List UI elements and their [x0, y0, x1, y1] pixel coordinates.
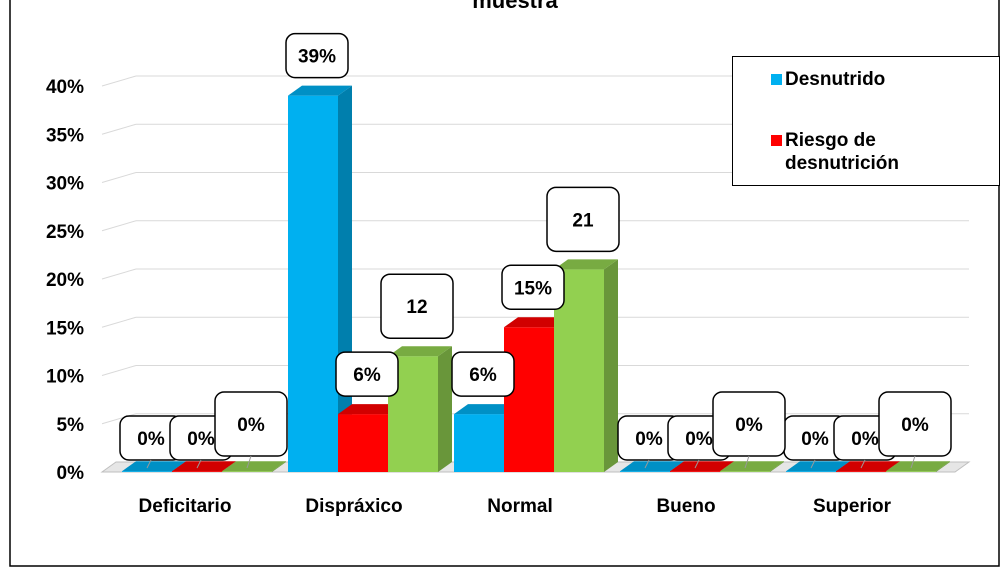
x-tick-label: Dispráxico — [305, 496, 402, 517]
bar-top — [836, 461, 900, 472]
gridline-depth — [101, 123, 137, 135]
y-tick-label: 15% — [46, 318, 84, 339]
y-tick-label: 20% — [46, 270, 84, 291]
bar — [886, 471, 936, 472]
y-tick-label: 5% — [57, 415, 85, 436]
bar-top — [172, 461, 236, 472]
data-label: 0% — [187, 429, 215, 450]
bar-top — [720, 461, 784, 472]
data-label-leader — [860, 459, 866, 469]
bar — [786, 471, 836, 472]
y-tick-label: 25% — [46, 222, 84, 243]
gridline-depth — [101, 220, 137, 232]
y-tick-label: 30% — [46, 174, 84, 195]
legend-item-desnutrido: Desnutrido — [771, 68, 886, 91]
data-label-box — [285, 32, 349, 79]
bar — [338, 414, 388, 472]
data-label: 0% — [237, 415, 265, 436]
legend: Desnutrido Riesgo de desnutrición — [732, 56, 1000, 186]
bar — [670, 471, 720, 472]
data-label: 15% — [514, 278, 552, 299]
bar-top — [504, 317, 568, 328]
legend-label-riesgo: Riesgo de desnutrición — [785, 130, 900, 174]
data-label-leader — [644, 459, 650, 469]
data-label-box — [451, 351, 515, 397]
data-label: 0% — [137, 429, 165, 450]
y-tick-label: 40% — [46, 77, 84, 98]
data-label: 6% — [469, 365, 497, 386]
gridline-depth — [101, 316, 137, 328]
data-label: 0% — [635, 429, 663, 450]
data-label-box — [546, 186, 620, 253]
data-label-leader — [146, 459, 152, 469]
data-label: 6% — [353, 365, 381, 386]
data-label-leader — [810, 459, 816, 469]
bar-top — [454, 404, 518, 415]
bar-top — [222, 461, 286, 472]
data-label: 0% — [851, 429, 879, 450]
legend-swatch-desnutrido — [771, 74, 782, 85]
data-label: 21 — [572, 210, 594, 231]
bar — [288, 95, 338, 473]
bar-side — [770, 461, 784, 472]
bar — [454, 414, 504, 472]
gridline-depth — [101, 75, 137, 87]
gridline-depth — [101, 172, 137, 183]
data-label-box — [501, 264, 565, 310]
bar — [172, 471, 222, 472]
bar — [222, 471, 272, 472]
y-tick-label: 35% — [46, 125, 84, 146]
bar — [836, 471, 886, 472]
bar — [720, 471, 770, 472]
x-tick-label: Bueno — [656, 496, 715, 517]
bar — [620, 471, 670, 472]
data-label-leader — [910, 455, 916, 469]
x-tick-label: Superior — [813, 496, 892, 517]
y-tick-label: 0% — [57, 463, 85, 484]
data-label-leader — [246, 455, 252, 469]
y-tick-label: 10% — [46, 367, 84, 388]
bar-side — [604, 259, 618, 472]
bar-top — [670, 461, 734, 472]
bar — [504, 327, 554, 472]
data-label: 0% — [685, 429, 713, 450]
data-label-box — [380, 273, 454, 339]
bar-top — [288, 85, 352, 96]
bar — [122, 471, 172, 472]
bar-top — [786, 461, 850, 472]
data-label-box — [335, 351, 399, 397]
data-label: 12 — [406, 297, 427, 318]
data-label: 0% — [801, 429, 829, 450]
legend-item-riesgo: Riesgo de desnutrición — [771, 129, 945, 175]
gridline-depth — [101, 268, 137, 280]
data-label-leader — [694, 459, 700, 469]
bar-top — [388, 346, 452, 357]
legend-label-desnutrido: Desnutrido — [785, 69, 886, 90]
bar-top — [122, 461, 186, 472]
bar-top — [554, 259, 618, 270]
bar-top — [886, 461, 950, 472]
data-label: 0% — [735, 415, 763, 436]
data-label: 0% — [901, 415, 929, 436]
bar-side — [936, 461, 950, 472]
chart-title: muestra — [472, 0, 558, 13]
gridline-depth — [101, 365, 137, 376]
bar-top — [620, 461, 684, 472]
x-tick-label: Normal — [487, 496, 552, 517]
bar-top — [338, 404, 402, 415]
data-label: 39% — [298, 47, 336, 68]
data-label-leader — [744, 455, 750, 469]
x-tick-label: Deficitario — [139, 496, 232, 517]
bar-side — [272, 461, 286, 472]
data-label-leader — [196, 459, 202, 469]
bar-side — [438, 346, 452, 472]
legend-swatch-riesgo — [771, 135, 782, 146]
